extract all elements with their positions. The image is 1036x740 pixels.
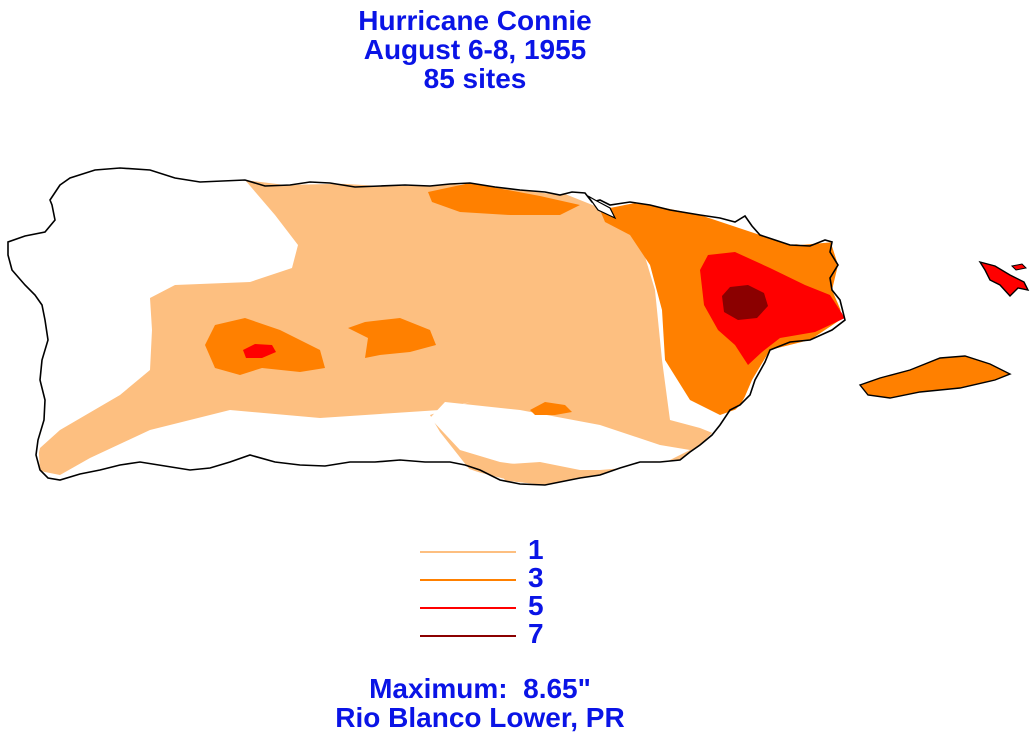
legend-item-3: 3: [420, 562, 560, 593]
title-dates: August 6-8, 1955: [363, 34, 587, 65]
below-1-inch-south-region: [430, 402, 690, 470]
legend-line-1: [420, 551, 516, 553]
contour-5-inch-east-region: [700, 252, 845, 365]
maximum-rainfall-location: Rio Blanco Lower, PR: [335, 702, 625, 733]
legend-label-7: 7: [528, 618, 544, 649]
culebra-island: [978, 260, 1030, 298]
legend-item-5: 5: [420, 590, 560, 621]
title-storm-name: Hurricane Connie: [358, 5, 592, 36]
map-footer: Maximum: 8.65" Rio Blanco Lower, PR: [0, 674, 960, 732]
legend-label-3: 3: [528, 562, 544, 593]
contour-3-inch-south-blob: [530, 402, 572, 415]
contour-legend: 1 3 5 7: [420, 534, 560, 649]
map-title: Hurricane Connie August 6-8, 1955 85 sit…: [0, 6, 950, 93]
maximum-rainfall-value: Maximum: 8.65": [369, 673, 591, 704]
puerto-rico-coastline: [7, 167, 846, 486]
contour-5-inch-west-spot: [243, 344, 276, 358]
legend-label-5: 5: [528, 590, 544, 621]
title-site-count: 85 sites: [423, 63, 527, 94]
north-bay-inlet: [587, 195, 617, 220]
contour-3-inch-central-blob: [348, 318, 436, 358]
vieques-island: [858, 355, 1012, 399]
contour-3-inch-north-region: [428, 183, 580, 215]
contour-7-inch-maximum: [722, 285, 768, 320]
legend-line-5: [420, 607, 516, 609]
legend-item-1: 1: [420, 534, 560, 565]
legend-item-7: 7: [420, 618, 560, 649]
legend-label-1: 1: [528, 534, 544, 565]
culebra-islet: [1010, 263, 1028, 271]
legend-line-7: [420, 635, 516, 637]
legend-line-3: [420, 579, 516, 581]
